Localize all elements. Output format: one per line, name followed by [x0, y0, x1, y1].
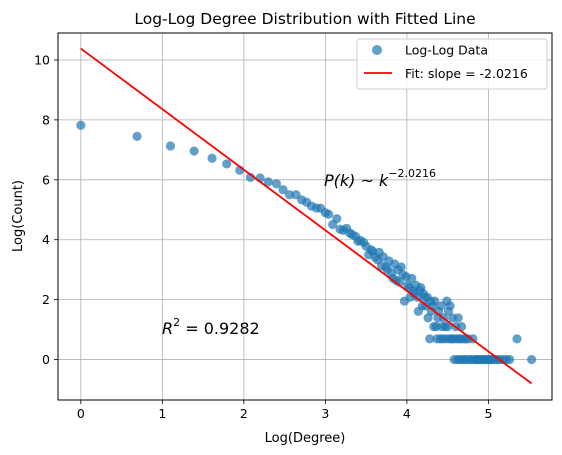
- plot-frame: [57, 32, 553, 401]
- data-point: [132, 131, 142, 141]
- data-point: [407, 273, 417, 283]
- x-tick-label: 2: [240, 406, 248, 421]
- scatter-series: [76, 120, 537, 365]
- data-point: [284, 190, 295, 200]
- x-tick-label: 0: [77, 406, 85, 421]
- y-tick-label: 0: [42, 352, 50, 367]
- legend-box: [356, 38, 548, 90]
- data-point: [430, 296, 440, 306]
- legend-label-fit: Fit: slope = -2.0216: [405, 66, 528, 81]
- data-point: [245, 172, 255, 183]
- power-law-annotation: P(k) ~ k−2.0216: [324, 167, 436, 190]
- data-point: [396, 262, 406, 272]
- x-tick-label: 4: [403, 406, 411, 421]
- data-point: [278, 185, 288, 195]
- x-tick-label: 1: [158, 406, 166, 421]
- x-axis-ticks: 0 1 2 3 4 5: [77, 400, 492, 421]
- r-squared-value: = 0.9282: [180, 319, 260, 338]
- legend-label-data: Log-Log Data: [405, 43, 488, 58]
- legend: Log-Log Data Fit: slope = -2.0216: [356, 38, 548, 90]
- data-point: [222, 159, 232, 169]
- data-point: [332, 214, 342, 224]
- y-tick-label: 2: [42, 292, 50, 307]
- y-tick-label: 4: [42, 232, 50, 247]
- r-squared-exponent: 2: [173, 316, 180, 329]
- data-point: [165, 141, 176, 151]
- legend-scatter-marker: [372, 45, 382, 55]
- y-tick-label: 6: [42, 172, 50, 187]
- fit-line-series: [80, 47, 533, 385]
- data-point: [505, 354, 515, 365]
- data-point: [189, 146, 199, 156]
- data-point: [271, 179, 282, 189]
- data-point: [527, 354, 537, 365]
- y-axis-label: Log(Count): [11, 180, 26, 252]
- data-point: [76, 120, 86, 130]
- x-tick-label: 3: [321, 406, 329, 421]
- power-law-annotation-text: P(k) ~ k: [324, 171, 389, 190]
- y-tick-label: 8: [42, 112, 50, 127]
- x-axis-label: Log(Degree): [265, 431, 346, 446]
- data-point: [324, 209, 334, 219]
- data-point: [425, 334, 435, 344]
- data-point: [445, 301, 455, 311]
- data-point: [453, 313, 463, 323]
- x-tick-label: 5: [484, 406, 492, 421]
- r-squared-symbol: R: [162, 319, 173, 338]
- chart-title: Log-Log Degree Distribution with Fitted …: [134, 10, 475, 28]
- fit-line: [80, 47, 533, 385]
- y-axis-ticks: 0 2 4 6 8 10: [34, 52, 58, 367]
- plot-area: [57, 32, 553, 401]
- data-point: [512, 334, 522, 344]
- data-point: [443, 322, 453, 332]
- data-point: [263, 177, 273, 187]
- y-tick-label: 10: [34, 52, 50, 67]
- r-squared-annotation: R2 = 0.9282: [162, 316, 260, 338]
- data-point: [207, 153, 217, 163]
- power-law-annotation-exponent: −2.0216: [388, 167, 436, 180]
